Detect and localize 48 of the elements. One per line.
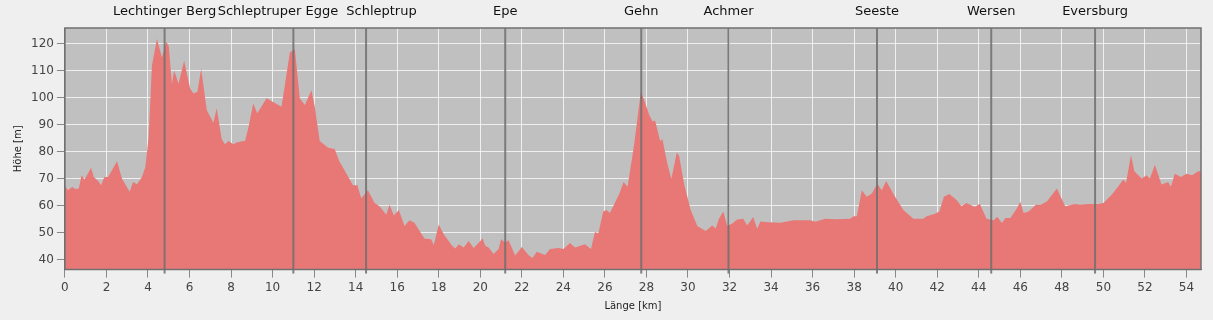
x-tick-label: 20 <box>472 279 488 294</box>
x-tick-label: 52 <box>1137 279 1153 294</box>
x-tick-label: 38 <box>846 279 862 294</box>
x-tick-label: 30 <box>680 279 696 294</box>
x-axis-title: Länge [km] <box>604 299 662 311</box>
x-tick-label: 44 <box>971 279 987 294</box>
x-tick-label: 32 <box>721 279 738 294</box>
x-tick-label: 36 <box>804 279 821 294</box>
y-axis-title: Höhe [m] <box>11 125 23 173</box>
y-tick-label: 70 <box>38 170 54 185</box>
y-tick-label: 40 <box>38 252 54 266</box>
ref-line-label: Gehn <box>623 3 659 19</box>
ref-line-label: Epe <box>492 3 518 19</box>
y-tick-label: 100 <box>31 89 54 104</box>
ref-line-label: Lechtinger Berg <box>112 3 217 19</box>
y-tick-label: 110 <box>31 62 54 77</box>
y-tick-label: 120 <box>31 35 54 50</box>
ref-line-label: Eversburg <box>1062 3 1129 19</box>
x-tick-label: 42 <box>929 279 945 294</box>
x-tick-label: 6 <box>185 279 194 294</box>
x-tick-label: 10 <box>264 279 281 294</box>
x-tick-label: 2 <box>102 279 111 294</box>
y-tick-label: 90 <box>38 116 54 131</box>
x-tick-label: 26 <box>597 279 613 294</box>
y-tick-label: 80 <box>38 143 54 158</box>
x-tick-label: 28 <box>638 279 655 294</box>
x-tick-label: 54 <box>1178 279 1195 294</box>
ref-line-label: Achmer <box>703 3 755 19</box>
ref-line-label: Seeste <box>854 3 900 19</box>
x-tick-label: 48 <box>1054 279 1070 294</box>
x-tick-label: 50 <box>1095 279 1112 294</box>
x-tick-label: 46 <box>1012 279 1028 294</box>
x-tick-label: 14 <box>348 279 364 294</box>
ref-line-label: Schleptruper Egge <box>217 3 339 19</box>
x-tick-label: 18 <box>431 279 447 294</box>
x-tick-label: 34 <box>763 279 779 294</box>
x-tick-label: 0 <box>61 279 69 294</box>
ref-line-label: Wersen <box>967 3 1016 19</box>
x-tick-label: 12 <box>306 279 322 294</box>
y-tick-label: 50 <box>38 224 54 239</box>
x-tick-label: 4 <box>144 279 152 294</box>
x-tick-label: 16 <box>389 279 405 294</box>
ref-line-label: Schleptrup <box>346 3 417 19</box>
x-tick-label: 40 <box>888 279 904 294</box>
x-tick-label: 22 <box>514 279 530 294</box>
x-tick-label: 8 <box>227 279 235 294</box>
y-tick-label: 60 <box>38 197 54 212</box>
x-tick-label: 24 <box>555 279 572 294</box>
